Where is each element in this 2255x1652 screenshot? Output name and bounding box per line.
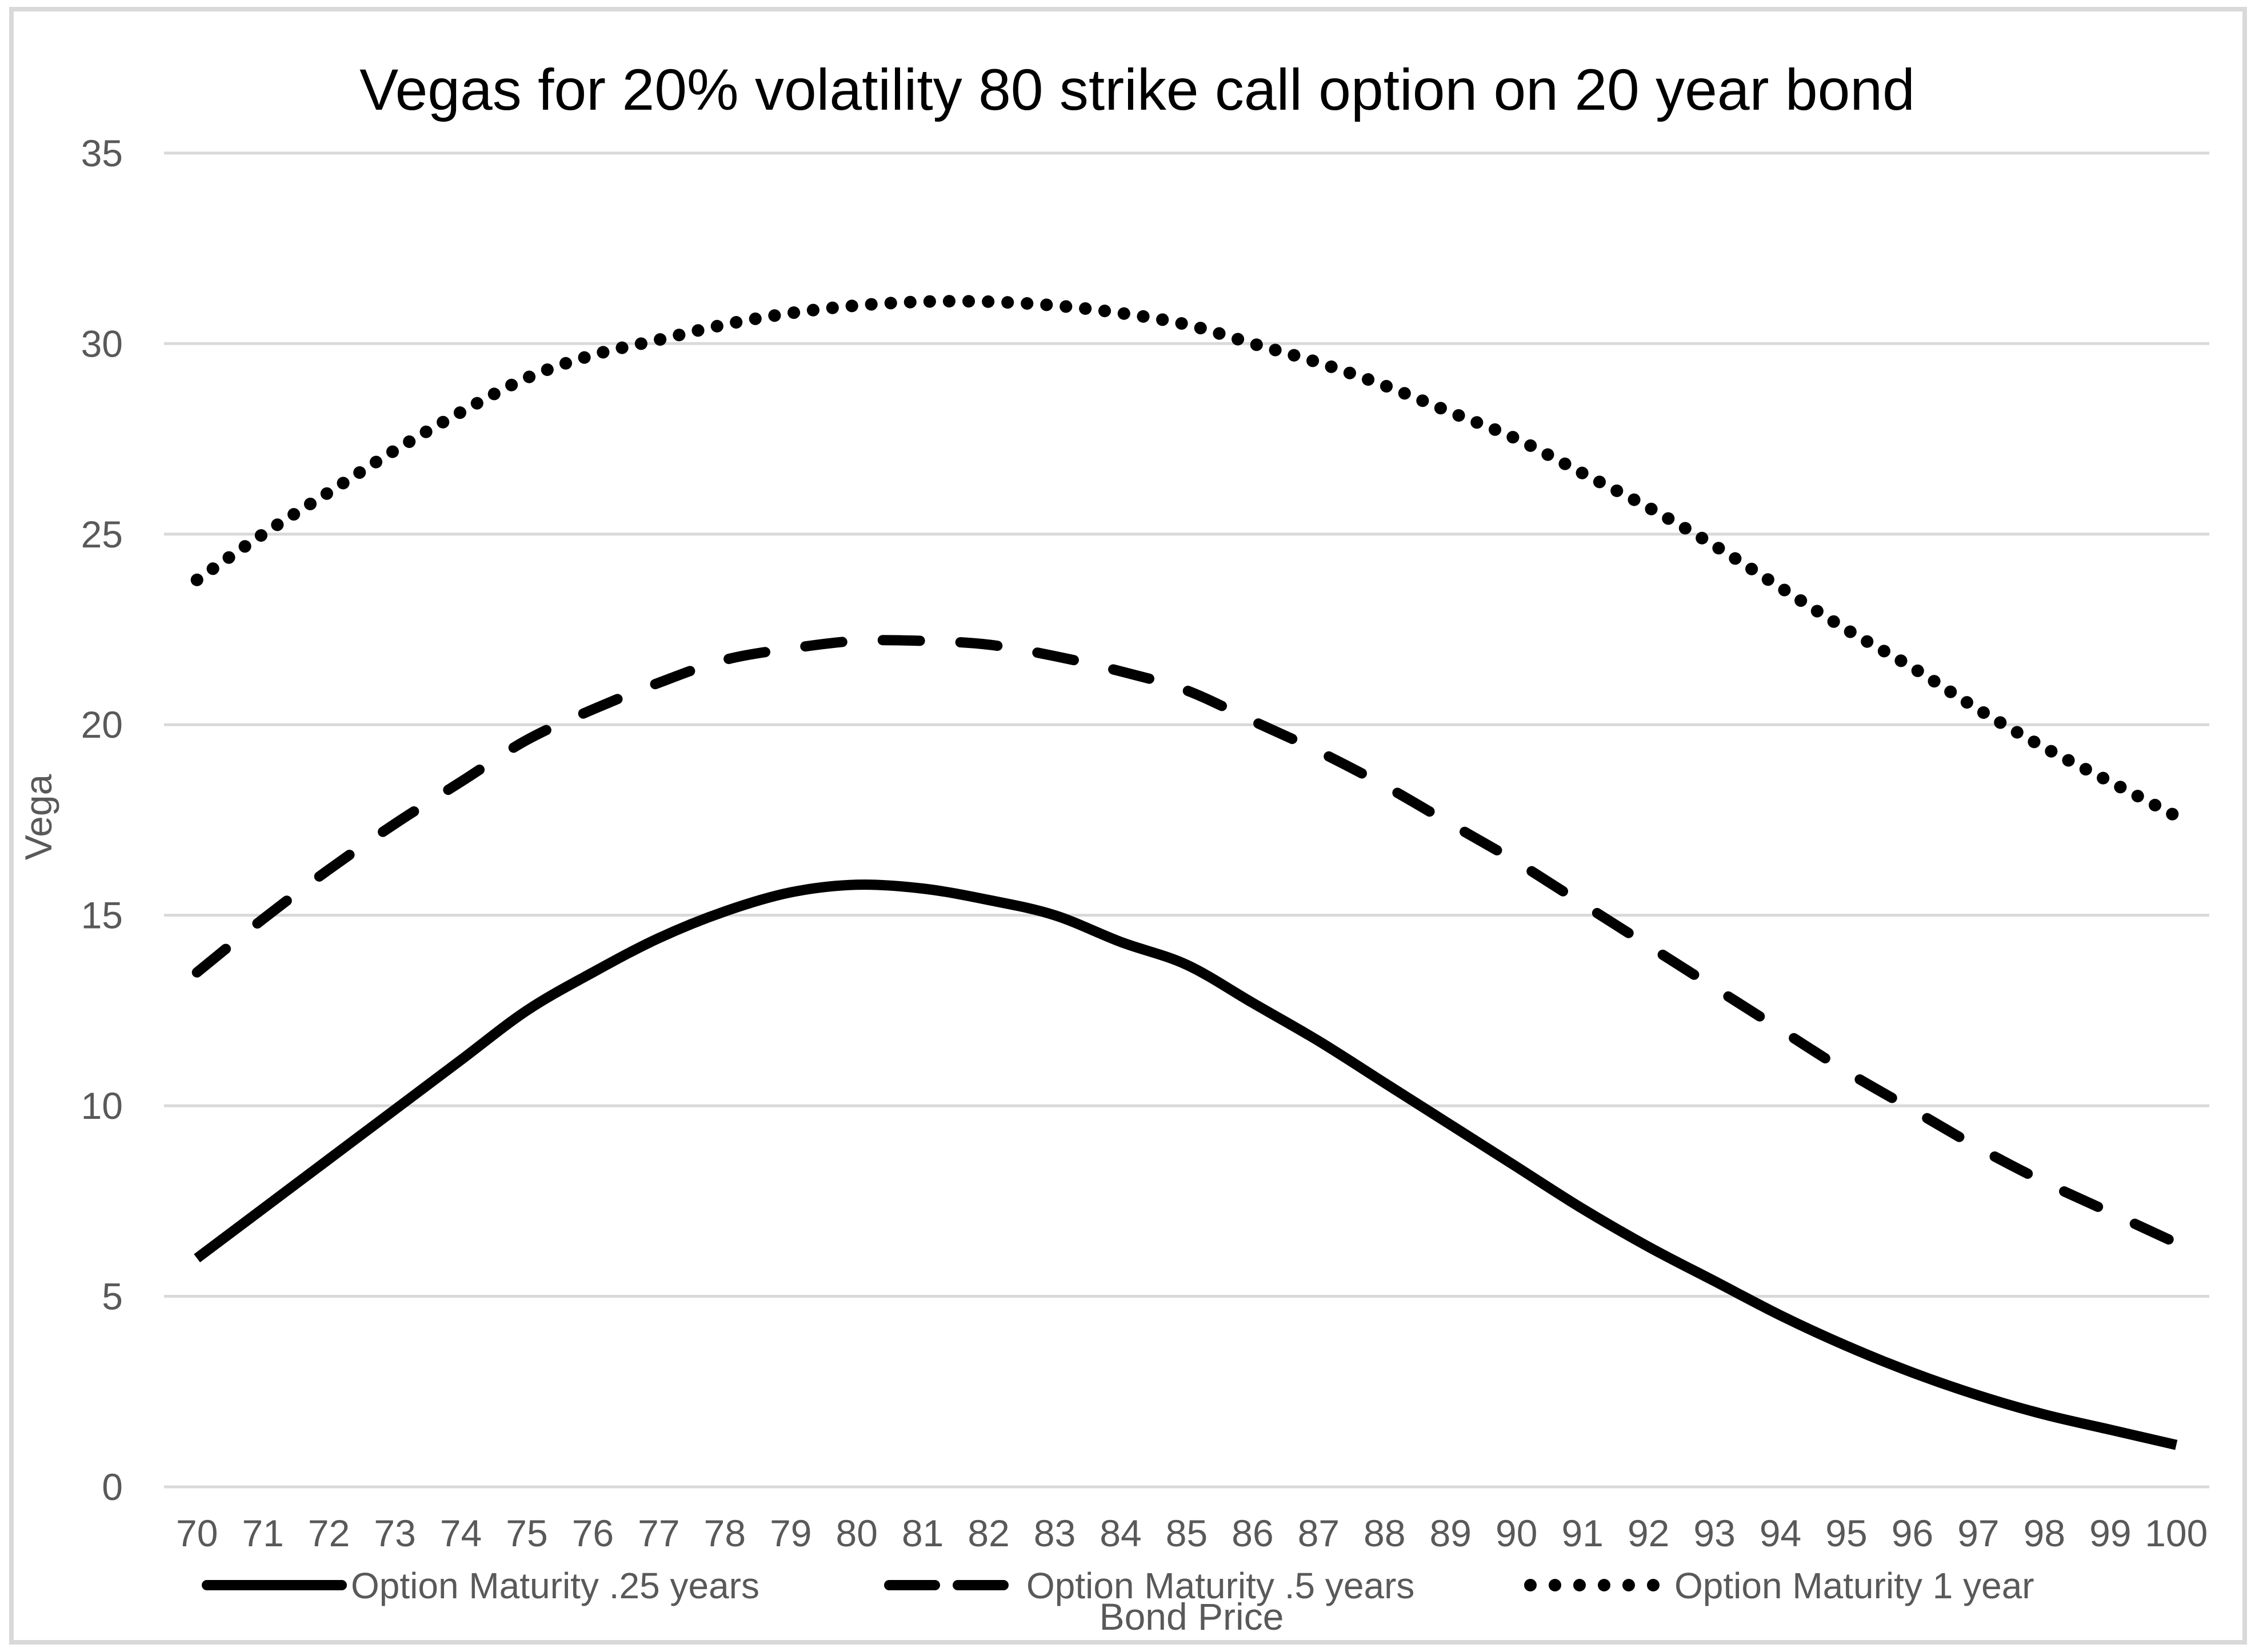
x-tick-label-84: 84: [1099, 1512, 1141, 1554]
x-tick-label-73: 73: [374, 1512, 415, 1554]
dotted-line-swatch-dot-icon: [1524, 1579, 1537, 1591]
legend-item-maturity-025y: Option Maturity .25 years: [202, 1565, 759, 1606]
y-tick-label-25: 25: [81, 513, 123, 555]
dotted-line-swatch-dot-icon: [1573, 1579, 1586, 1591]
legend: Option Maturity .25 years Option Maturit…: [202, 1565, 2034, 1606]
legend-label-maturity-1y: Option Maturity 1 year: [1674, 1565, 2034, 1606]
chart-frame: [9, 7, 2247, 1645]
x-tick-label-99: 99: [2089, 1512, 2131, 1554]
series-line-maturity-1y: [190, 295, 2183, 823]
y-tick-label-15: 15: [81, 894, 123, 937]
legend-item-maturity-1y: Option Maturity 1 year: [1524, 1565, 2034, 1606]
chart-title: Vegas for 20% volatility 80 strike call …: [359, 57, 1915, 122]
x-tick-label-82: 82: [967, 1512, 1009, 1554]
y-tick-label-0: 0: [102, 1466, 123, 1508]
x-tick-label-70: 70: [176, 1512, 218, 1554]
x-tick-label-78: 78: [704, 1512, 746, 1554]
x-tick-label-76: 76: [572, 1512, 614, 1554]
x-tick-label-75: 75: [506, 1512, 547, 1554]
dotted-line-swatch-dot-icon: [1647, 1579, 1660, 1591]
x-tick-label-86: 86: [1232, 1512, 1273, 1554]
x-tick-label-77: 77: [638, 1512, 679, 1554]
y-tick-label-30: 30: [81, 322, 123, 365]
x-tick-label-95: 95: [1825, 1512, 1867, 1554]
x-tick-label-79: 79: [770, 1512, 811, 1554]
x-axis-tick-labels: 70 71 72 73 74 75 76 77 78 79 80 81 82 83 84 85 86 87 88 89…: [176, 1512, 2208, 1554]
x-tick-label-74: 74: [440, 1512, 482, 1554]
x-tick-label-96: 96: [1892, 1512, 1933, 1554]
dotted-line-swatch-dot-icon: [1622, 1579, 1635, 1591]
dotted-line-swatch-dot-icon: [1598, 1579, 1610, 1591]
y-tick-label-35: 35: [81, 132, 123, 174]
series-line-maturity-025y: [194, 879, 2178, 1450]
legend-label-maturity-025y: Option Maturity .25 years: [351, 1565, 759, 1606]
x-tick-label-91: 91: [1561, 1512, 1603, 1554]
x-tick-label-93: 93: [1693, 1512, 1735, 1554]
x-tick-label-81: 81: [902, 1512, 943, 1554]
y-tick-label-10: 10: [81, 1085, 123, 1127]
x-tick-label-71: 71: [242, 1512, 283, 1554]
y-axis-title: Vega: [17, 774, 59, 860]
x-tick-label-87: 87: [1298, 1512, 1340, 1554]
x-tick-label-98: 98: [2024, 1512, 2065, 1554]
x-tick-label-89: 89: [1430, 1512, 1472, 1554]
dotted-line-swatch-dot-icon: [1549, 1579, 1561, 1591]
x-tick-label-97: 97: [1957, 1512, 1999, 1554]
x-tick-label-72: 72: [308, 1512, 350, 1554]
y-tick-label-20: 20: [81, 703, 123, 746]
x-tick-label-83: 83: [1034, 1512, 1075, 1554]
legend-item-maturity-05y: Option Maturity .5 years: [884, 1565, 1414, 1606]
legend-label-maturity-05y: Option Maturity .5 years: [1026, 1565, 1414, 1606]
x-tick-label-88: 88: [1364, 1512, 1405, 1554]
x-tick-label-90: 90: [1496, 1512, 1537, 1554]
x-tick-label-92: 92: [1628, 1512, 1669, 1554]
x-tick-label-85: 85: [1166, 1512, 1208, 1554]
x-tick-label-94: 94: [1760, 1512, 1801, 1554]
y-tick-label-5: 5: [102, 1275, 123, 1318]
x-tick-label-80: 80: [836, 1512, 878, 1554]
x-axis-title: Bond Price: [1099, 1595, 1284, 1638]
series-line-maturity-05y: [191, 635, 2182, 1249]
x-tick-label-100: 100: [2145, 1512, 2208, 1554]
gridlines: [164, 151, 2209, 1489]
y-axis-tick-labels: 0 5 10 15 20 25 30 35: [81, 132, 123, 1508]
data-series: [190, 295, 2183, 1450]
